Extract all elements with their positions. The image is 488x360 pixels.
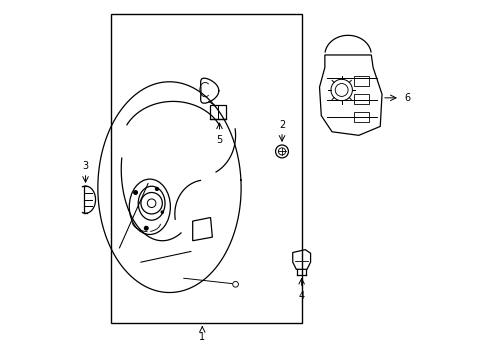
Bar (353, 76, 368, 86)
Text: 4: 4 (298, 291, 304, 301)
Text: 5: 5 (216, 135, 222, 145)
Bar (353, 112, 368, 122)
Circle shape (161, 211, 163, 213)
Circle shape (144, 226, 148, 230)
Circle shape (155, 188, 158, 190)
Text: 3: 3 (82, 161, 88, 171)
Text: 6: 6 (404, 93, 410, 103)
Circle shape (134, 191, 137, 194)
Text: 1: 1 (199, 332, 205, 342)
Bar (110, 14, 301, 323)
Bar (209, 105, 225, 119)
Bar (353, 94, 368, 104)
Text: 2: 2 (278, 120, 285, 130)
